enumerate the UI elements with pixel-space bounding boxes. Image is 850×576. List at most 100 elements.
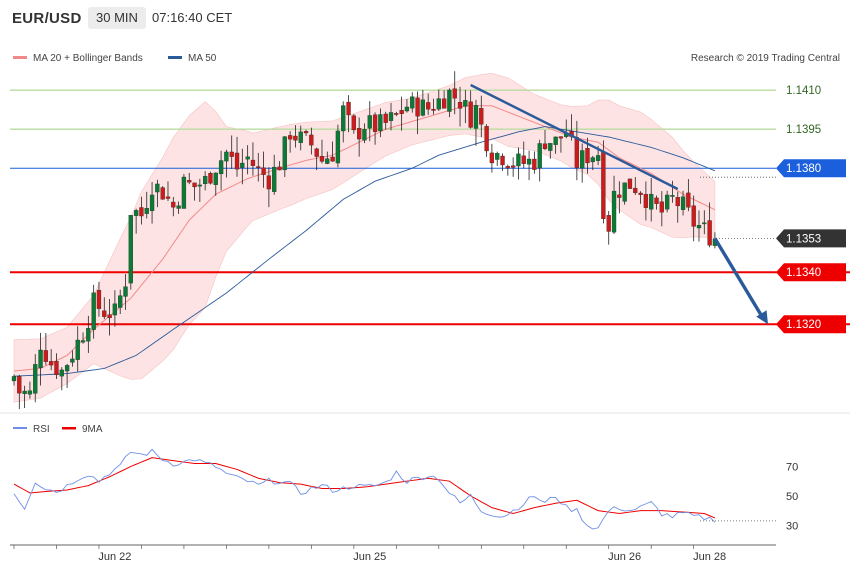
candle (160, 187, 165, 200)
candle (314, 148, 319, 157)
candle (574, 137, 580, 168)
candle (75, 339, 80, 360)
candle (611, 190, 617, 233)
candle (558, 136, 564, 139)
candle (415, 97, 420, 117)
candle (64, 365, 70, 372)
candle (11, 376, 17, 382)
candle (43, 350, 49, 362)
candle (452, 88, 457, 99)
rsi-tick-label: 50 (786, 491, 798, 503)
price-tag (776, 315, 846, 334)
candle (633, 187, 638, 193)
candle (17, 376, 22, 394)
candle (548, 143, 553, 151)
candle (218, 160, 224, 175)
candle (510, 165, 516, 168)
symbol-label: EUR/USD (12, 10, 82, 27)
candle (287, 135, 293, 140)
x-axis-label: Jun 25 (353, 551, 386, 563)
candle (91, 292, 96, 330)
candle (303, 131, 309, 134)
candle (245, 156, 250, 160)
candle (133, 210, 139, 216)
price-tag (776, 159, 846, 178)
candle (341, 105, 346, 132)
candle (495, 153, 500, 160)
timeframe-badge[interactable]: 30 MIN (88, 7, 146, 29)
clock-time: 07:16:40 CET (152, 10, 233, 25)
candle (590, 157, 595, 163)
candle (80, 340, 86, 343)
candle (335, 130, 341, 164)
rsi-ma-line (13, 457, 716, 519)
candle (277, 166, 282, 171)
candles-group (11, 71, 718, 410)
candle (176, 205, 181, 209)
candle (399, 110, 404, 115)
price-tag (776, 263, 846, 282)
candle (394, 113, 399, 115)
candle (128, 215, 133, 284)
candle (102, 310, 107, 317)
candle (542, 143, 548, 150)
candle (54, 361, 59, 375)
candle (261, 167, 266, 175)
candle (86, 328, 91, 342)
candle (532, 158, 537, 170)
candle (272, 166, 277, 192)
legend-ma50-label: MA 50 (188, 53, 217, 64)
candle (33, 364, 38, 394)
candle (197, 184, 203, 187)
ma50-line (13, 126, 716, 377)
candle (436, 98, 441, 110)
legend-swatch-rsi (13, 427, 27, 429)
candle (691, 205, 696, 227)
x-axis-label: Jun 22 (98, 551, 131, 563)
legend-rsi-label: RSI (33, 424, 50, 435)
candle (622, 182, 627, 202)
candle (500, 155, 505, 166)
candle (49, 361, 54, 366)
candle (293, 135, 298, 141)
candle (441, 98, 447, 109)
price-tag-label: 1.1320 (786, 319, 821, 331)
candle (309, 134, 314, 146)
candle (367, 115, 372, 129)
candle (431, 108, 436, 111)
candle (27, 390, 33, 395)
candle (606, 215, 611, 232)
candle (38, 349, 43, 369)
candle (601, 151, 606, 219)
rsi-tick-label: 30 (786, 520, 798, 532)
candle (410, 96, 415, 109)
candle (617, 194, 622, 198)
candle (654, 197, 659, 204)
bollinger-band (13, 73, 716, 403)
price-tag (776, 229, 846, 248)
candle (526, 158, 532, 165)
candle (240, 162, 245, 168)
candle (250, 159, 256, 166)
candle (627, 178, 633, 189)
candle (319, 155, 325, 162)
candle (457, 102, 463, 109)
candle (473, 105, 479, 129)
rsi-line (13, 448, 716, 530)
candle (468, 101, 473, 128)
candle (388, 112, 394, 121)
candle (516, 153, 521, 167)
x-axis-label: Jun 26 (608, 551, 641, 563)
candle (585, 148, 590, 164)
candle (696, 225, 702, 229)
candle (463, 100, 468, 107)
candle (256, 166, 261, 168)
candle (707, 220, 712, 246)
candle (351, 115, 356, 131)
candle (372, 114, 378, 132)
projection-arrow-shaft (713, 237, 765, 320)
candle (298, 131, 303, 143)
candle (330, 156, 335, 162)
candle (670, 195, 675, 197)
